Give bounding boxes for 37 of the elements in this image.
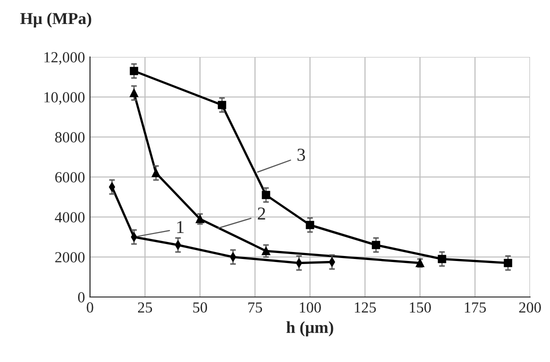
point [130, 66, 138, 76]
y-tick-label: 10,000 [44, 92, 85, 105]
y-tick-label: 0 [78, 292, 85, 302]
x-tick-label: 100 [300, 302, 321, 313]
point [262, 190, 270, 200]
point [174, 240, 182, 250]
y-tick-label: 6000 [55, 172, 85, 182]
x-tick-label: 150 [410, 302, 431, 313]
y-tick-label: 4000 [54, 212, 85, 222]
annotation: 1 [177, 221, 184, 234]
x-tick-label: 175 [464, 302, 486, 313]
point [372, 240, 380, 250]
y-axis-title: Hμ (MPa) [20, 12, 92, 28]
x-tick-label: 25 [138, 302, 152, 313]
x-tick-label: 50 [193, 302, 208, 313]
annotation: 2 [258, 207, 266, 220]
point [328, 257, 336, 267]
point [262, 246, 270, 256]
point [438, 254, 446, 264]
point [296, 258, 302, 268]
point [218, 100, 226, 110]
x-tick-label: 0 [86, 302, 94, 313]
point [306, 220, 314, 230]
point [130, 88, 138, 98]
x-tick-label: 200 [519, 302, 541, 313]
annotation: 3 [298, 148, 305, 161]
point [108, 182, 116, 192]
y-tick-label: 12,000 [44, 52, 85, 65]
y-tick-label: 8000 [55, 132, 85, 142]
point [504, 258, 512, 268]
point [130, 232, 138, 242]
x-axis-title: h (μm) [286, 321, 334, 336]
x-tick-label: 125 [354, 302, 376, 313]
y-tick-label: 2000 [55, 252, 85, 262]
point [152, 168, 160, 178]
x-tick-label: 75 [248, 302, 262, 313]
point [230, 252, 236, 262]
